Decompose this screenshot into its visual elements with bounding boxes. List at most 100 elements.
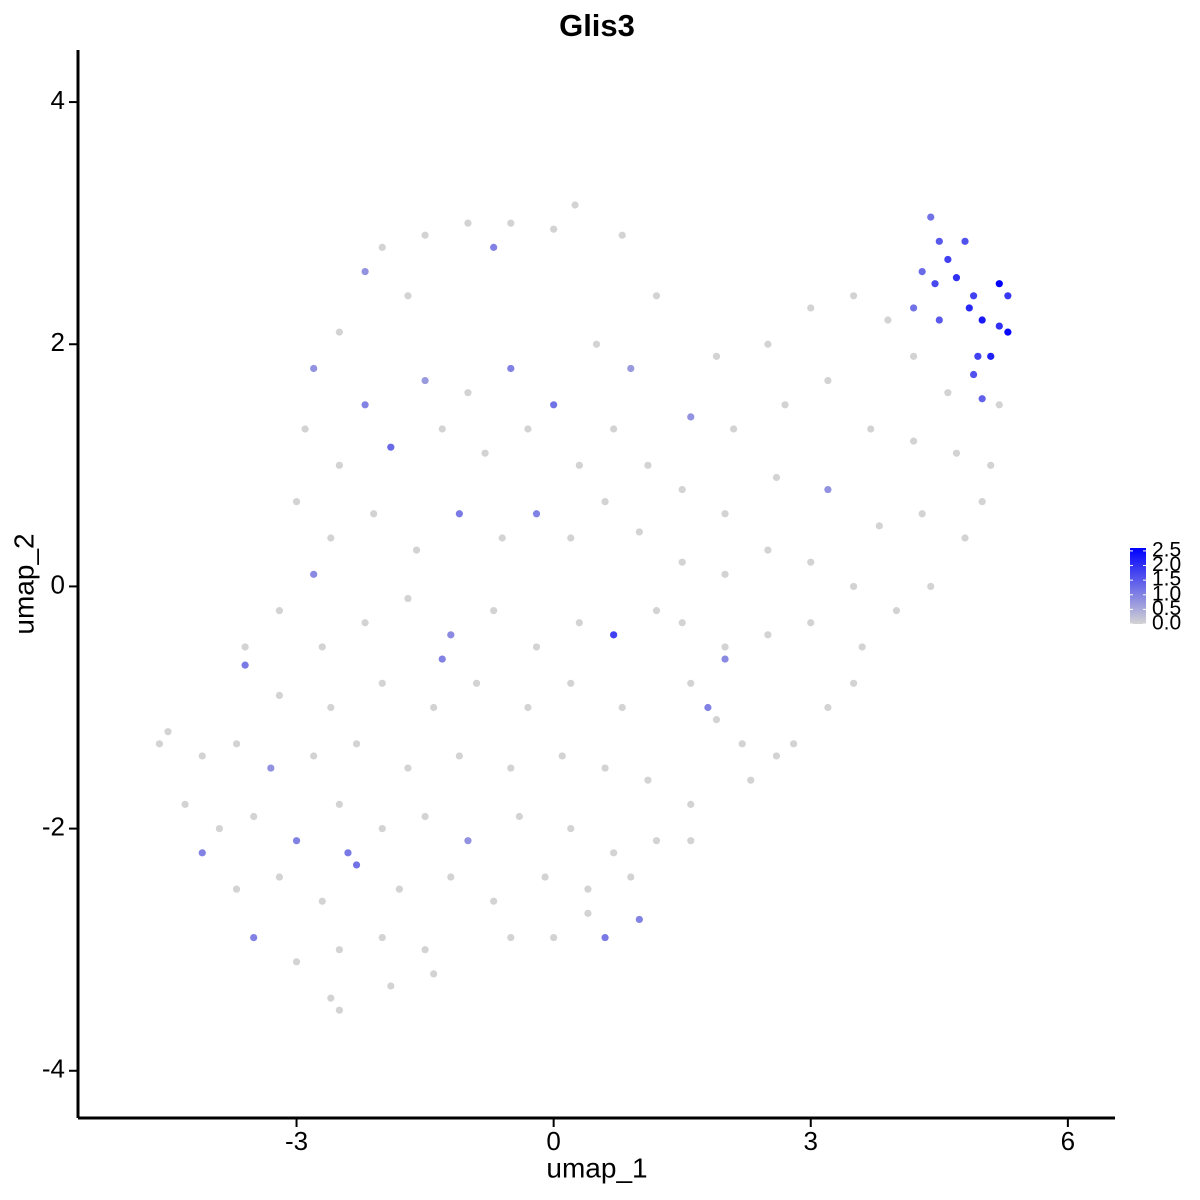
point xyxy=(987,461,995,469)
point xyxy=(618,231,626,239)
point xyxy=(352,740,361,748)
point xyxy=(635,528,643,536)
point xyxy=(575,461,583,469)
point xyxy=(730,425,738,433)
point xyxy=(1004,328,1012,336)
point xyxy=(858,643,866,651)
point xyxy=(652,837,661,845)
point xyxy=(867,425,875,433)
point xyxy=(335,1006,343,1014)
point xyxy=(532,510,541,518)
point xyxy=(455,510,463,518)
point xyxy=(687,837,695,845)
point xyxy=(952,274,961,282)
x-tick-label: -3 xyxy=(285,1126,308,1156)
colorbar-label: 0.0 xyxy=(1152,612,1181,635)
point xyxy=(944,255,952,264)
point xyxy=(507,364,515,373)
point xyxy=(781,401,789,409)
point xyxy=(918,267,926,276)
point xyxy=(352,861,361,869)
point xyxy=(421,946,429,954)
point xyxy=(584,885,592,893)
point xyxy=(370,510,378,518)
y-tick-label: -2 xyxy=(42,811,65,841)
point xyxy=(481,449,489,457)
point xyxy=(627,873,635,881)
point xyxy=(524,425,532,433)
y-axis-label: umap_2 xyxy=(8,533,39,634)
point xyxy=(387,982,395,990)
point xyxy=(652,607,661,615)
point xyxy=(935,316,943,324)
chart-title: Glis3 xyxy=(559,8,635,43)
point xyxy=(635,915,643,924)
point xyxy=(575,619,583,627)
point xyxy=(232,740,241,748)
point xyxy=(687,800,695,808)
point xyxy=(687,413,695,421)
point xyxy=(969,370,978,379)
point xyxy=(712,352,721,360)
colorbar-label: 1.0 xyxy=(1152,582,1181,605)
point xyxy=(447,631,455,639)
point xyxy=(965,304,973,312)
point xyxy=(335,461,343,469)
point xyxy=(978,498,986,506)
point xyxy=(267,764,275,772)
point xyxy=(378,679,386,687)
point xyxy=(301,425,309,433)
point xyxy=(292,958,301,966)
point xyxy=(644,776,652,784)
point xyxy=(241,643,249,651)
point xyxy=(275,873,284,881)
point xyxy=(909,437,918,445)
point xyxy=(558,752,566,760)
point xyxy=(361,619,369,627)
point xyxy=(601,764,609,772)
point xyxy=(404,764,412,772)
point xyxy=(515,812,523,821)
colorbar-label: 2.0 xyxy=(1152,553,1181,576)
point xyxy=(490,607,498,615)
point xyxy=(550,401,558,409)
point xyxy=(507,764,515,772)
y-tick-label: 4 xyxy=(51,85,65,115)
point xyxy=(764,631,772,639)
point xyxy=(892,607,901,615)
point xyxy=(490,897,498,905)
point xyxy=(215,824,224,833)
point xyxy=(790,740,798,748)
point xyxy=(592,340,601,348)
point xyxy=(507,219,515,227)
point xyxy=(378,243,386,251)
point xyxy=(721,655,729,663)
x-tick-label: 0 xyxy=(546,1126,560,1156)
point xyxy=(567,679,575,687)
point xyxy=(421,376,429,385)
point xyxy=(335,328,343,336)
point xyxy=(850,582,858,591)
point xyxy=(292,498,301,506)
point xyxy=(327,994,335,1002)
point xyxy=(678,485,686,494)
point xyxy=(747,776,755,784)
point xyxy=(541,873,549,881)
point xyxy=(935,237,943,245)
point xyxy=(412,546,421,554)
point xyxy=(438,655,446,663)
point xyxy=(310,752,318,760)
point xyxy=(610,425,618,433)
point xyxy=(909,352,918,360)
point xyxy=(961,237,969,245)
point xyxy=(275,691,284,700)
point xyxy=(652,292,661,300)
point xyxy=(978,316,986,324)
point xyxy=(807,304,815,312)
point xyxy=(335,946,343,954)
y-tick-label: -4 xyxy=(42,1054,65,1084)
point xyxy=(571,201,579,209)
point xyxy=(181,800,189,808)
